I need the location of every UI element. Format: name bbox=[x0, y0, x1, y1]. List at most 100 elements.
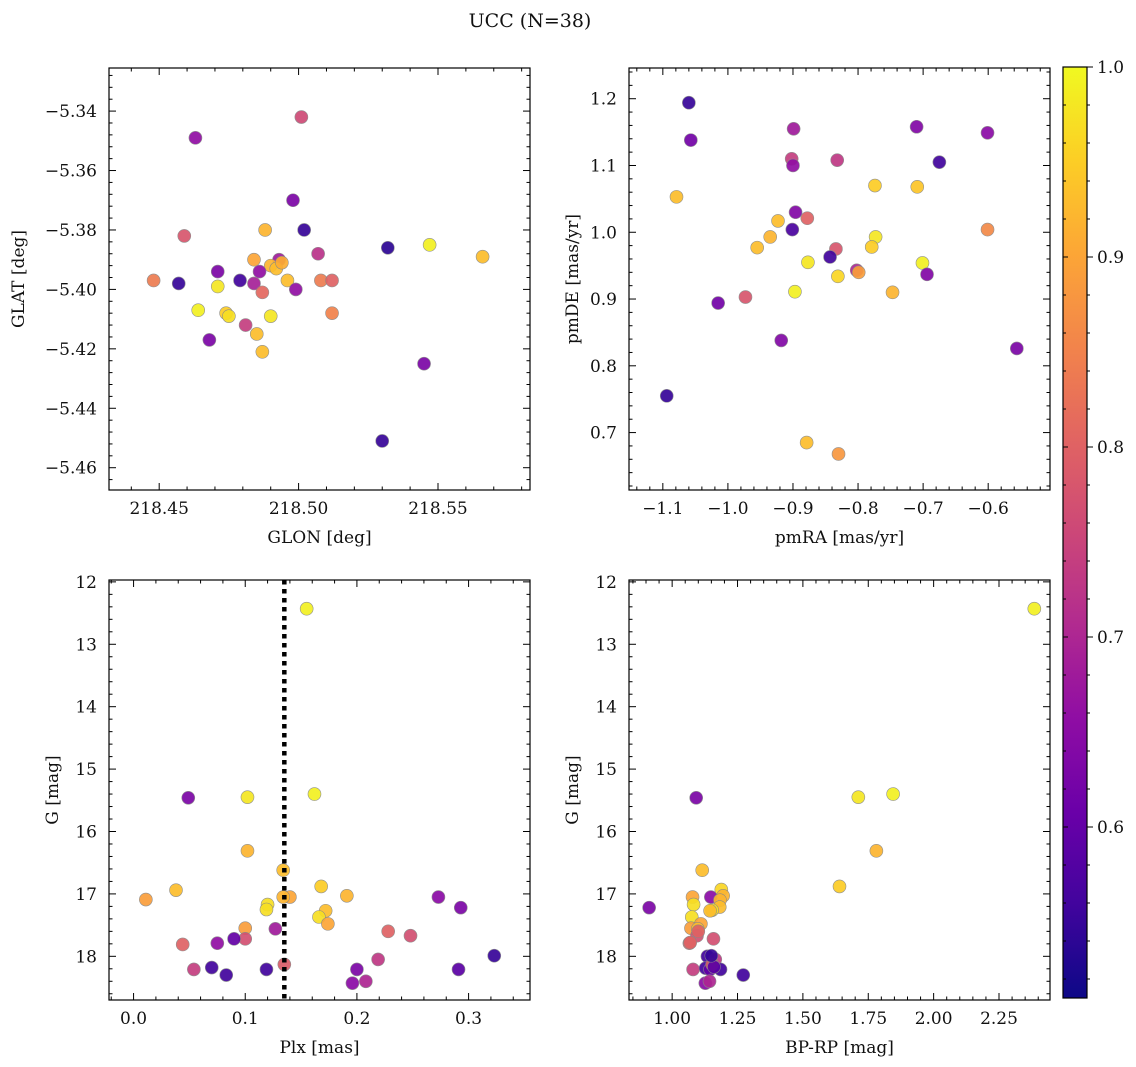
scatter-point bbox=[350, 962, 364, 977]
scatter-point bbox=[340, 888, 354, 903]
figure-suptitle: UCC (N=38) bbox=[469, 10, 592, 32]
scatter-point bbox=[314, 879, 328, 894]
scatter-point bbox=[188, 131, 203, 145]
scatter-point bbox=[275, 255, 289, 270]
scatter-points bbox=[146, 110, 490, 448]
y-tick-label: 12 bbox=[75, 573, 97, 593]
scatter-point bbox=[453, 900, 468, 915]
scatter-point bbox=[830, 153, 845, 167]
scatter-point bbox=[683, 935, 697, 950]
scatter-point bbox=[187, 962, 201, 977]
scatter-point bbox=[706, 932, 721, 946]
scatter-points bbox=[659, 95, 1024, 461]
scatter-point bbox=[259, 962, 274, 977]
scatter-point bbox=[682, 95, 696, 110]
y-tick-label: 18 bbox=[75, 947, 97, 967]
scatter-point bbox=[210, 936, 225, 951]
scatter-point bbox=[702, 974, 717, 989]
scatter-point bbox=[258, 223, 272, 237]
scatter-point bbox=[280, 273, 295, 288]
scatter-point bbox=[240, 844, 255, 858]
scatter-point bbox=[204, 960, 219, 975]
y-tick-label: 17 bbox=[595, 885, 617, 905]
scatter-point bbox=[259, 902, 274, 917]
scatter-point bbox=[669, 190, 684, 204]
panel-bprp-g: 1.00 1.25 1.50 1.75 2.00 2.25 12 13 14 15 16 17 18 BP… bbox=[563, 573, 1051, 1058]
x-tick-label: 2.25 bbox=[980, 1009, 1018, 1029]
scatter-point bbox=[686, 897, 701, 912]
scatter-point bbox=[800, 211, 815, 226]
y-tick-label: −5.44 bbox=[45, 399, 97, 419]
scatter-point bbox=[920, 267, 934, 282]
scatter-point bbox=[171, 276, 186, 291]
y-tick-label: 15 bbox=[75, 760, 97, 780]
x-tick-label: 0.0 bbox=[120, 1009, 147, 1029]
scatter-point bbox=[980, 222, 995, 237]
x-tick-label: 1.75 bbox=[849, 1009, 887, 1029]
scatter-point bbox=[909, 119, 924, 134]
y-tick-label: −5.34 bbox=[45, 102, 97, 122]
scatter-point bbox=[210, 264, 225, 279]
scatter-point bbox=[177, 229, 192, 243]
x-axis-label: pmRA [mas/yr] bbox=[775, 528, 904, 548]
scatter-point bbox=[686, 962, 700, 977]
scatter-point bbox=[238, 318, 253, 332]
y-tick-label: 12 bbox=[595, 573, 617, 593]
panel-glon-glat: 218.45 218.50 218.55 −5.46 −5.44 −5.42 −5.40 −5… bbox=[9, 67, 531, 548]
scatter-point bbox=[801, 255, 815, 270]
plot-frame bbox=[628, 579, 1051, 1001]
scatter-point bbox=[703, 903, 717, 918]
x-tick-label: −0.6 bbox=[968, 499, 1009, 519]
y-tick-label: 14 bbox=[75, 698, 97, 718]
scatter-point bbox=[980, 125, 995, 140]
y-axis-label: pmDE [mas/yr] bbox=[563, 214, 583, 344]
scatter-point bbox=[345, 976, 360, 990]
scatter-point bbox=[325, 306, 339, 320]
scatter-point bbox=[786, 121, 801, 136]
y-tick-label: −5.40 bbox=[45, 280, 97, 300]
scatter-point bbox=[403, 928, 418, 943]
scatter-point bbox=[381, 924, 395, 939]
x-tick-label: 218.50 bbox=[269, 499, 328, 519]
x-tick-label: 218.55 bbox=[408, 499, 467, 519]
scatter-point bbox=[146, 273, 161, 288]
scatter-point bbox=[219, 968, 234, 982]
y-axis-label: GLAT [deg] bbox=[9, 230, 29, 328]
scatter-point bbox=[868, 178, 882, 193]
colorbar-tick-label: 0.9 bbox=[1097, 248, 1124, 268]
plot-frame bbox=[108, 579, 531, 1001]
scatter-point bbox=[695, 863, 710, 877]
colorbar-tick-label: 0.8 bbox=[1097, 438, 1124, 458]
panel-pmra-pmde: −1.1 −1.0 −0.9 −0.8 −0.7 −0.6 0.7 0.8 0.9 1.0 1.1 1… bbox=[563, 67, 1051, 548]
scatter-point bbox=[169, 883, 183, 897]
scatter-point bbox=[227, 932, 241, 946]
scatter-point bbox=[375, 434, 390, 448]
scatter-point bbox=[247, 252, 261, 267]
x-tick-label: 1.25 bbox=[719, 1009, 757, 1029]
scatter-point bbox=[707, 960, 721, 974]
scatter-point bbox=[325, 273, 339, 288]
scatter-point bbox=[222, 309, 236, 323]
y-tick-label: 16 bbox=[595, 823, 617, 843]
scatter-point bbox=[289, 282, 303, 297]
scatter-point bbox=[475, 249, 490, 264]
y-tick-label: 0.9 bbox=[590, 290, 617, 310]
x-tick-label: 1.50 bbox=[784, 1009, 822, 1029]
scatter-point bbox=[311, 246, 325, 261]
scatter-point bbox=[823, 250, 837, 264]
x-axis-label: BP-RP [mag] bbox=[785, 1038, 894, 1058]
y-tick-label: −5.46 bbox=[45, 459, 97, 479]
y-tick-label: 1.1 bbox=[590, 156, 617, 176]
scatter-point bbox=[210, 279, 225, 294]
scatter-point bbox=[750, 240, 764, 255]
colorbar: 0.6 0.7 0.8 0.9 1.0 bbox=[1062, 58, 1124, 999]
x-axis-label: GLON [deg] bbox=[267, 528, 371, 548]
x-tick-label: 218.45 bbox=[129, 499, 188, 519]
y-tick-label: −5.42 bbox=[45, 340, 97, 360]
x-tick-label: −1.0 bbox=[707, 499, 748, 519]
scatter-point bbox=[684, 133, 698, 147]
scatter-point bbox=[233, 273, 247, 288]
scatter-point bbox=[321, 917, 335, 931]
scatter-point bbox=[788, 205, 803, 220]
